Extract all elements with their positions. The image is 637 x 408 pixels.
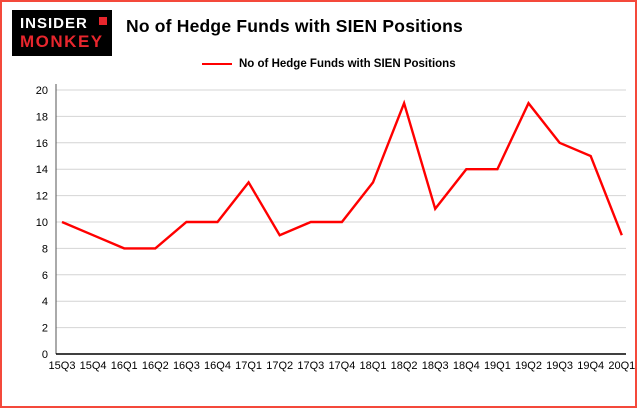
logo-text-insider: INSIDER [20,15,88,32]
insider-monkey-logo: INSIDER MONKEY [12,10,112,56]
x-tick-label: 18Q1 [360,360,387,372]
x-tick-label: 16Q4 [204,360,231,372]
y-tick-label: 14 [36,164,48,176]
x-tick-label: 17Q3 [297,360,324,372]
x-tick-label: 17Q1 [235,360,262,372]
x-tick-label: 15Q3 [49,360,76,372]
y-tick-label: 10 [36,217,48,229]
y-tick-label: 2 [42,323,48,335]
x-tick-label: 16Q1 [111,360,138,372]
x-tick-label: 19Q3 [546,360,573,372]
x-tick-label: 19Q4 [577,360,604,372]
x-tick-label: 20Q1 [608,360,635,372]
x-tick-label: 18Q2 [391,360,418,372]
x-tick-label: 16Q2 [142,360,169,372]
y-tick-label: 12 [36,191,48,203]
y-tick-label: 20 [36,85,48,97]
chart-title: No of Hedge Funds with SIEN Positions [126,16,463,36]
x-tick-label: 17Q2 [266,360,293,372]
x-tick-label: 18Q3 [422,360,449,372]
y-tick-label: 4 [42,296,48,308]
y-tick-label: 16 [36,138,48,150]
legend: No of Hedge Funds with SIEN Positions [202,58,456,70]
y-tick-label: 0 [42,349,48,361]
x-tick-label: 17Q4 [328,360,355,372]
legend-line-swatch [202,63,232,65]
line-chart: 0 2 4 6 8 10 12 14 16 18 20 15Q3 15Q4 16Q1 16Q2 16Q3 16Q… [36,84,635,372]
logo-text-monkey: MONKEY [20,32,104,51]
logo-monkey-icon [99,17,107,25]
x-tick-label: 16Q3 [173,360,200,372]
y-tick-label: 8 [42,243,48,255]
x-tick-label: 19Q2 [515,360,542,372]
y-tick-label: 18 [36,111,48,123]
y-tick-label: 6 [42,270,48,282]
x-tick-label: 18Q4 [453,360,480,372]
series-line [61,99,623,250]
x-tick-label: 15Q4 [80,360,107,372]
legend-label: No of Hedge Funds with SIEN Positions [239,58,456,70]
x-tick-label: 19Q1 [484,360,511,372]
